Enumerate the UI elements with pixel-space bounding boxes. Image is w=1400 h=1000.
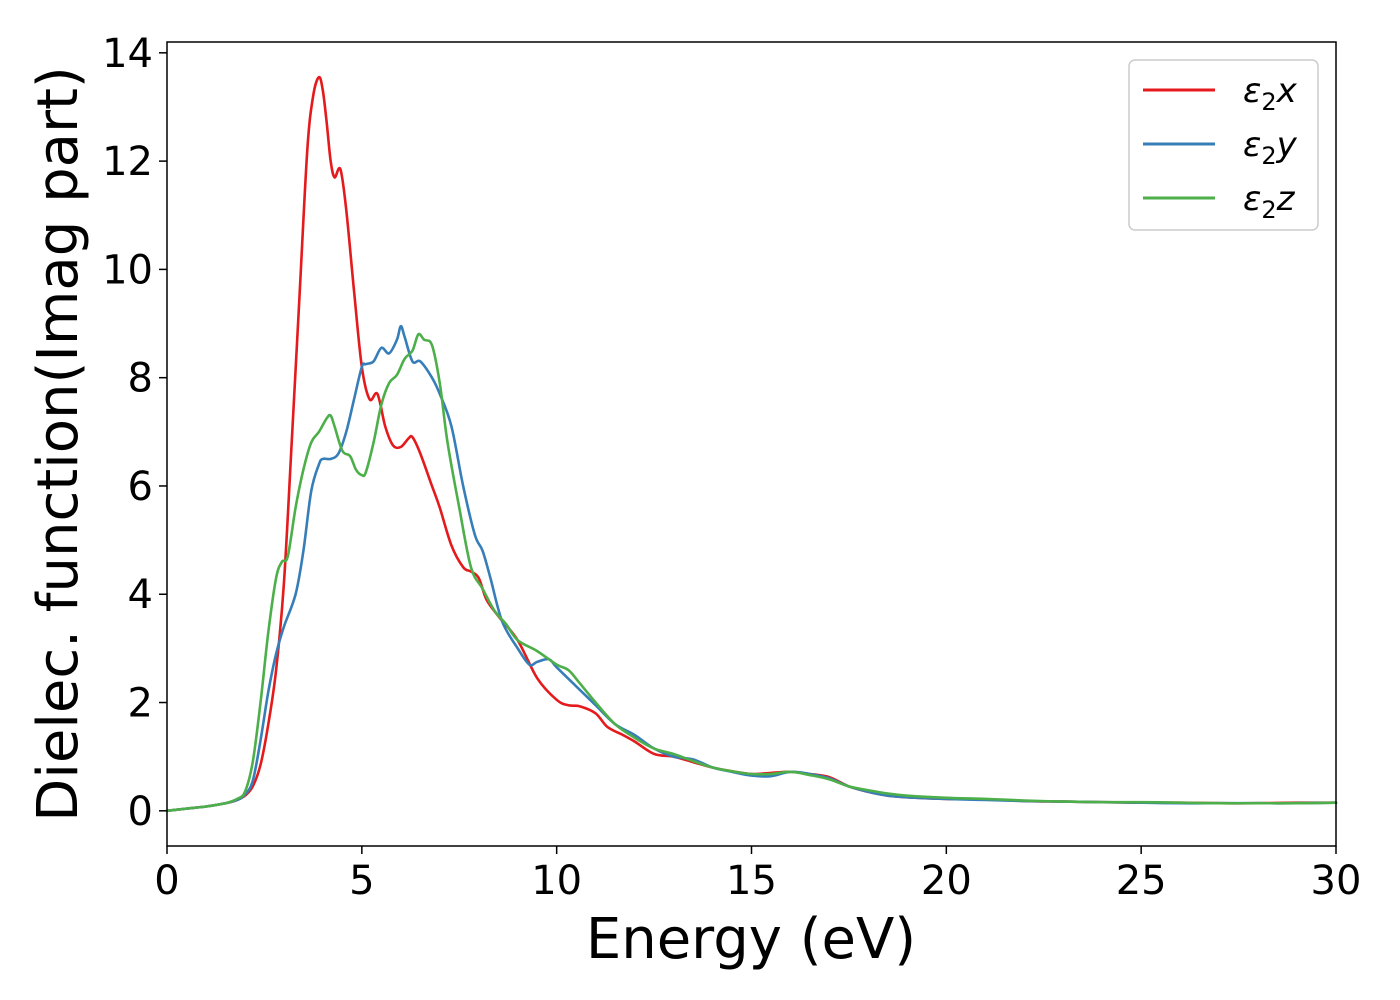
x-tick-label: 10 <box>531 858 582 904</box>
legend: ε2x ε2y ε2z <box>1128 59 1319 231</box>
y-tick-label: 8 <box>128 356 153 402</box>
x-tick-label: 15 <box>726 858 777 904</box>
y-tick-label: 2 <box>128 681 153 727</box>
y-tick-label: 6 <box>128 464 153 510</box>
series-line-y <box>165 324 1338 813</box>
y-tick-label: 14 <box>102 31 153 77</box>
legend-box <box>1128 59 1319 231</box>
y-axis-label: Dielec. function(Imag part) <box>26 66 91 822</box>
x-axis: 0 5 10 15 20 25 30 <box>154 846 1361 904</box>
legend-label: ε2z <box>1243 179 1296 224</box>
y-tick-label: 10 <box>102 247 153 293</box>
series-layer <box>165 75 1338 813</box>
x-tick-label: 20 <box>921 858 972 904</box>
x-axis-label: Energy (eV) <box>586 907 916 972</box>
x-tick-label: 30 <box>1311 858 1362 904</box>
y-tick-label: 0 <box>128 789 153 835</box>
y-tick-label: 12 <box>102 139 153 185</box>
legend-label: ε2x <box>1243 71 1298 116</box>
x-tick-label: 25 <box>1116 858 1167 904</box>
x-tick-label: 5 <box>349 858 374 904</box>
y-tick-label: 4 <box>128 572 153 618</box>
series-line-z <box>165 332 1338 813</box>
y-axis: 0 2 4 6 8 10 12 14 <box>102 31 167 835</box>
legend-label: ε2y <box>1243 125 1298 170</box>
x-tick-label: 0 <box>154 858 179 904</box>
